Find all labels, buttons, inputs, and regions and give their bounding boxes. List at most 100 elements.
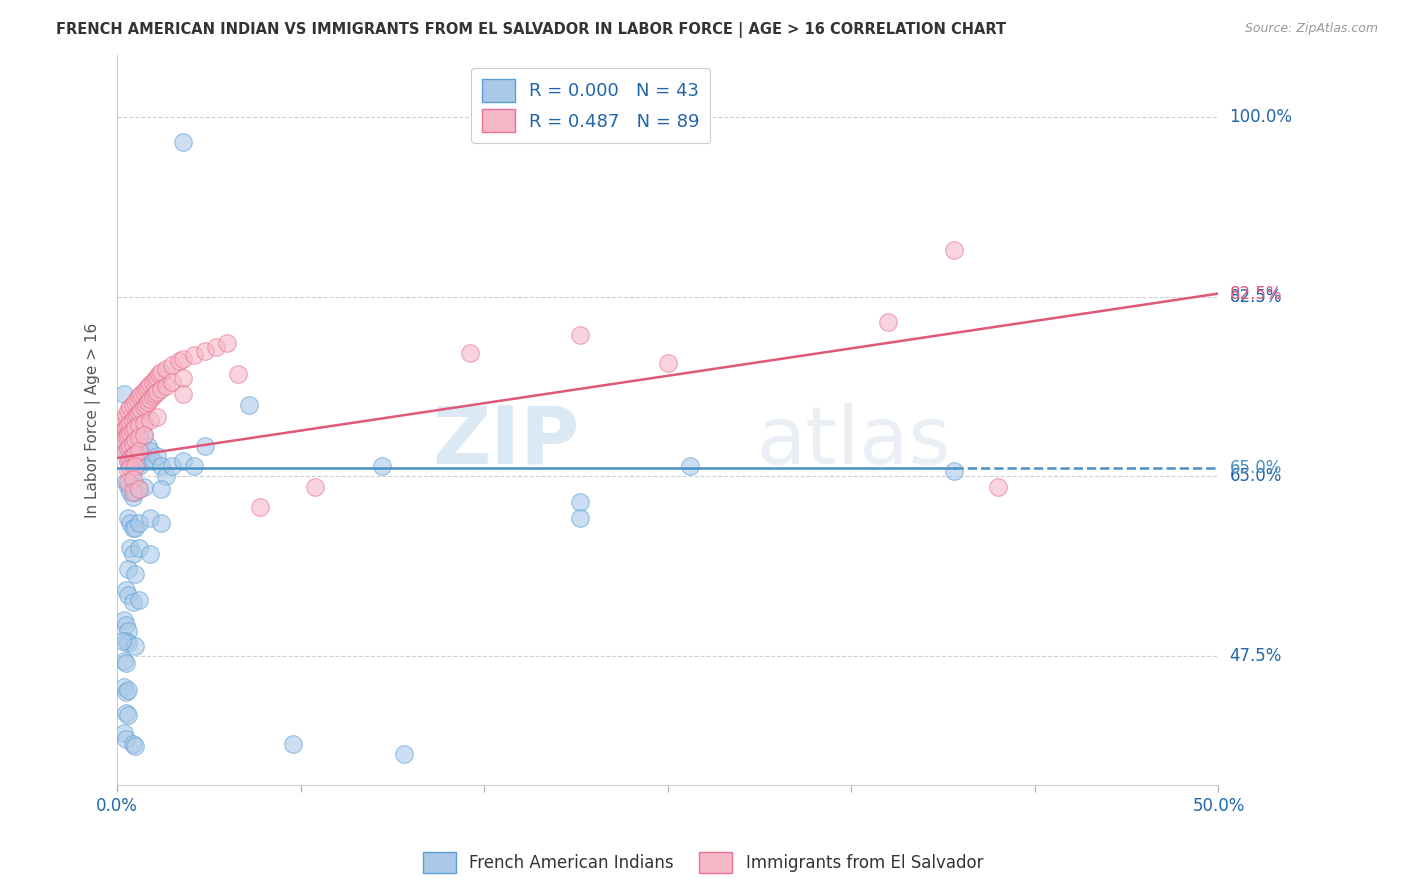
Point <box>136 380 159 394</box>
Point <box>111 418 134 433</box>
Point <box>121 521 143 535</box>
Text: 65.0%: 65.0% <box>1230 467 1282 485</box>
Point <box>568 327 591 342</box>
Point <box>121 413 143 427</box>
Point <box>112 680 135 694</box>
Point <box>121 471 143 485</box>
Point <box>131 402 153 417</box>
Point <box>117 418 139 433</box>
Point <box>139 376 162 391</box>
Point <box>136 395 159 409</box>
Point <box>150 482 173 496</box>
Point <box>128 443 150 458</box>
Point <box>132 480 155 494</box>
Point <box>877 315 900 329</box>
Point <box>121 737 143 751</box>
Point <box>657 356 679 370</box>
Point <box>117 402 139 417</box>
Point <box>143 372 166 386</box>
Point <box>139 510 162 524</box>
Point <box>141 454 163 468</box>
Y-axis label: In Labor Force | Age > 16: In Labor Force | Age > 16 <box>86 322 101 517</box>
Point <box>146 385 169 400</box>
Point <box>120 516 142 530</box>
Point <box>141 375 163 389</box>
Point <box>128 482 150 496</box>
Point <box>146 409 169 424</box>
Point <box>139 392 162 407</box>
Point <box>136 439 159 453</box>
Point <box>128 482 150 496</box>
Point <box>115 657 138 671</box>
Point <box>124 447 146 461</box>
Point <box>150 365 173 379</box>
Point <box>112 613 135 627</box>
Point <box>127 408 149 422</box>
Point <box>117 624 139 638</box>
Point <box>679 459 702 474</box>
Point <box>128 430 150 444</box>
Point <box>183 459 205 474</box>
Point <box>135 454 157 468</box>
Point <box>121 547 143 561</box>
Point <box>392 747 415 761</box>
Legend: R = 0.000   N = 43, R = 0.487   N = 89: R = 0.000 N = 43, R = 0.487 N = 89 <box>471 68 710 143</box>
Point <box>172 454 194 468</box>
Point <box>117 454 139 468</box>
Point <box>117 454 139 468</box>
Point <box>121 439 143 453</box>
Point <box>283 737 305 751</box>
Point <box>132 385 155 400</box>
Point <box>121 454 143 468</box>
Point <box>121 490 143 504</box>
Point <box>127 439 149 453</box>
Point <box>162 359 184 373</box>
Point <box>128 406 150 420</box>
Point <box>121 436 143 450</box>
Point <box>132 400 155 414</box>
Point <box>135 398 157 412</box>
Point <box>238 398 260 412</box>
Point <box>143 387 166 401</box>
Point <box>205 340 228 354</box>
Point <box>304 480 326 494</box>
Point <box>115 423 138 437</box>
Point <box>150 459 173 474</box>
Point <box>194 439 217 453</box>
Point <box>148 367 170 381</box>
Point <box>115 706 138 720</box>
Point <box>128 389 150 403</box>
Point <box>120 423 142 437</box>
Point <box>124 421 146 435</box>
Point <box>117 428 139 442</box>
Point <box>155 379 177 393</box>
Point <box>124 484 146 499</box>
Point <box>568 510 591 524</box>
Point <box>128 541 150 556</box>
Point <box>124 428 146 442</box>
Point <box>115 685 138 699</box>
Point <box>132 416 155 430</box>
Point <box>249 500 271 515</box>
Point <box>112 726 135 740</box>
Point <box>128 516 150 530</box>
Point <box>150 382 173 396</box>
Point <box>370 459 392 474</box>
Point <box>111 434 134 448</box>
Point <box>117 510 139 524</box>
Point <box>124 434 146 448</box>
Point <box>117 683 139 698</box>
Point <box>128 459 150 474</box>
Point <box>217 335 239 350</box>
Point <box>172 352 194 367</box>
Point <box>120 439 142 453</box>
Point <box>120 461 142 475</box>
Point <box>115 475 138 489</box>
Point <box>146 449 169 463</box>
Text: 65.0%: 65.0% <box>1230 459 1282 477</box>
Point <box>167 354 190 368</box>
Text: 82.5%: 82.5% <box>1230 285 1282 302</box>
Point <box>121 449 143 463</box>
Text: 82.5%: 82.5% <box>1230 287 1282 306</box>
Point <box>124 639 146 653</box>
